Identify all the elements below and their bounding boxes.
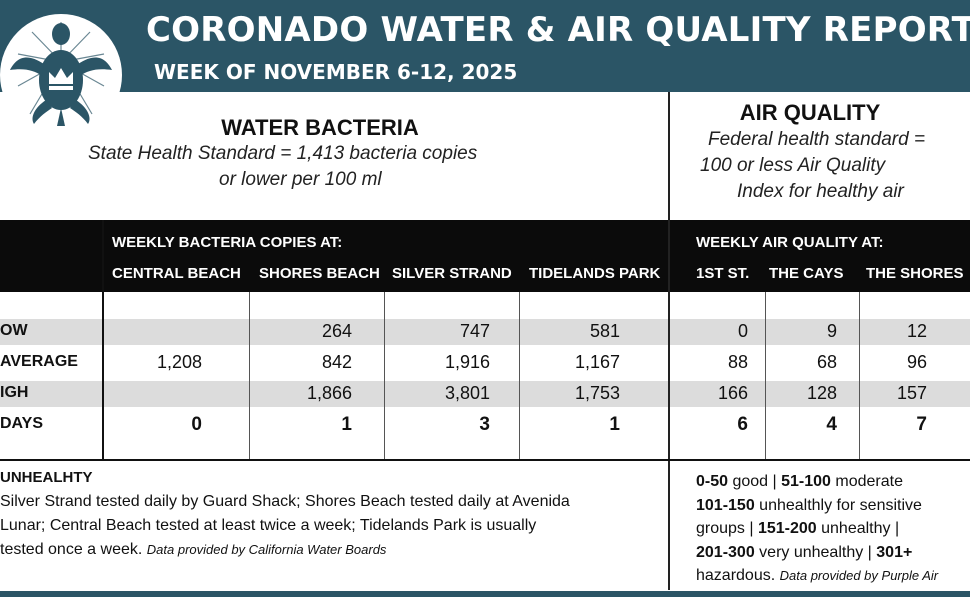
table-cell: 1,916 [444,352,490,372]
table-cell: 4 [826,414,837,435]
air-section-title: AIR QUALITY [739,100,881,125]
table-cell: 747 [459,321,490,341]
table-cell: 1 [609,414,620,435]
air-standard-line2: 100 or less Air Quality [700,155,886,176]
water-band-label: WEEKLY BACTERIA COPIES AT: [112,234,343,251]
table-cell: 1,866 [306,383,352,403]
aqi-text: groups | [696,520,758,537]
table-cell: 157 [896,383,927,403]
table-cell: 68 [816,352,837,372]
aqi-range: 151-200 [757,520,817,537]
table-cell: 6 [737,414,748,435]
table-cell: 7 [916,414,927,435]
table-header-band: WEEKLY BACTERIA COPIES AT: WEEKLY AIR QU… [0,220,970,292]
aqi-legend: 0-50 good | 51-100 moderate 101-150 unhe… [696,470,970,588]
water-footnote: UNHEALHTY Silver Strand tested daily by … [0,466,660,562]
aqi-text: hazardous. [696,567,776,584]
col-1st-st: 1ST ST. [696,265,750,282]
col-silver-strand: SILVER STRAND [392,265,512,282]
row-label: AVERAGE [0,353,78,370]
air-band-label: WEEKLY AIR QUALITY AT: [696,234,884,251]
table-cell: 1,167 [574,352,620,372]
column-divider [249,292,250,460]
col-the-shores: THE SHORES [866,265,964,282]
report-header: CORONADO WATER & AIR QUALITY REPORT WEEK… [0,0,970,92]
water-note-line1: Silver Strand tested daily by Guard Shac… [0,493,570,510]
unhealthy-label: UNHEALHTY [0,469,93,486]
row-label: DAYS [0,415,43,432]
col-the-cays: THE CAYS [769,265,844,282]
aqi-range: 201-300 [696,543,755,561]
aqi-text: very unhealthy | [754,543,877,561]
table-cell: 264 [321,321,352,341]
table-row-low: OW 264 747 581 0 9 12 [0,319,970,345]
air-standard-line1: Federal health standard = [708,129,926,150]
aqi-range: 301+ [876,543,913,561]
table-cell: 0 [737,321,748,341]
table-cell: 166 [717,383,748,403]
table-row-average: AVERAGE 1,208 842 1,916 1,167 88 68 96 [0,350,970,376]
report-title: CORONADO WATER & AIR QUALITY REPORT [146,10,970,50]
table-bottom-rule [0,459,970,461]
row-label: IGH [0,384,29,401]
row-label: OW [0,322,28,339]
air-credit: Data provided by Purple Air [779,568,939,583]
sea-turtle-crown-logo-icon [0,14,122,136]
col-central-beach: CENTRAL BEACH [112,265,241,282]
water-note-line2: Lunar; Central Beach tested at least twi… [0,517,537,534]
table-cell: 88 [727,352,748,372]
aqi-text: unhealthly for sensitive [754,496,922,514]
table-cell: 1 [341,414,352,435]
table-cell: 96 [906,352,927,372]
col-tidelands-park: TIDELANDS PARK [529,265,661,282]
aqi-range: 0-50 [696,473,729,490]
table-row-high: IGH 1,866 3,801 1,753 166 128 157 [0,381,970,407]
table-cell: 12 [906,321,927,341]
column-divider [384,292,385,460]
water-note-text: tested once a week. [0,541,143,558]
aqi-range: 51-100 [781,473,831,490]
table-cell: 842 [321,352,352,372]
bottom-bar [0,591,970,597]
water-section-title: WATER BACTERIA [221,115,419,140]
water-note-line3: tested once a week. Data provided by Cal… [0,538,660,562]
table-cell: 0 [191,414,202,435]
column-divider [765,292,766,460]
water-standard-line2: or lower per 100 ml [219,169,382,190]
air-standard-line3: Index for healthy air [737,181,904,202]
aqi-range: 101-150 [696,496,755,514]
table-cell: 128 [806,383,837,403]
section-divider [668,92,670,590]
water-credit: Data provided by California Water Boards [146,542,387,557]
table-cell: 1,208 [156,352,202,372]
column-divider [102,220,104,460]
table-cell: 3,801 [444,383,490,403]
col-shores-beach: SHORES BEACH [259,265,380,282]
aqi-text: good | [728,473,782,490]
column-divider [859,292,860,460]
table-cell: 3 [479,414,490,435]
table-row-days: DAYS 0 1 3 1 6 4 7 [0,412,970,438]
aqi-text: unhealthy | [816,520,900,537]
column-divider [519,292,520,460]
aqi-text: moderate [830,473,903,490]
water-standard-line1: State Health Standard = 1,413 bacteria c… [88,143,478,164]
table-cell: 1,753 [574,383,620,403]
table-cell: 581 [589,321,620,341]
report-week: WEEK OF NOVEMBER 6-12, 2025 [154,60,518,84]
table-cell: 9 [826,321,837,341]
